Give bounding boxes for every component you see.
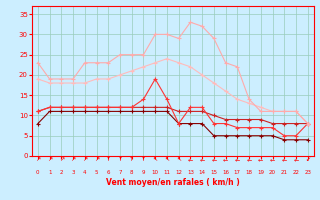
X-axis label: Vent moyen/en rafales ( km/h ): Vent moyen/en rafales ( km/h ) (106, 178, 240, 187)
